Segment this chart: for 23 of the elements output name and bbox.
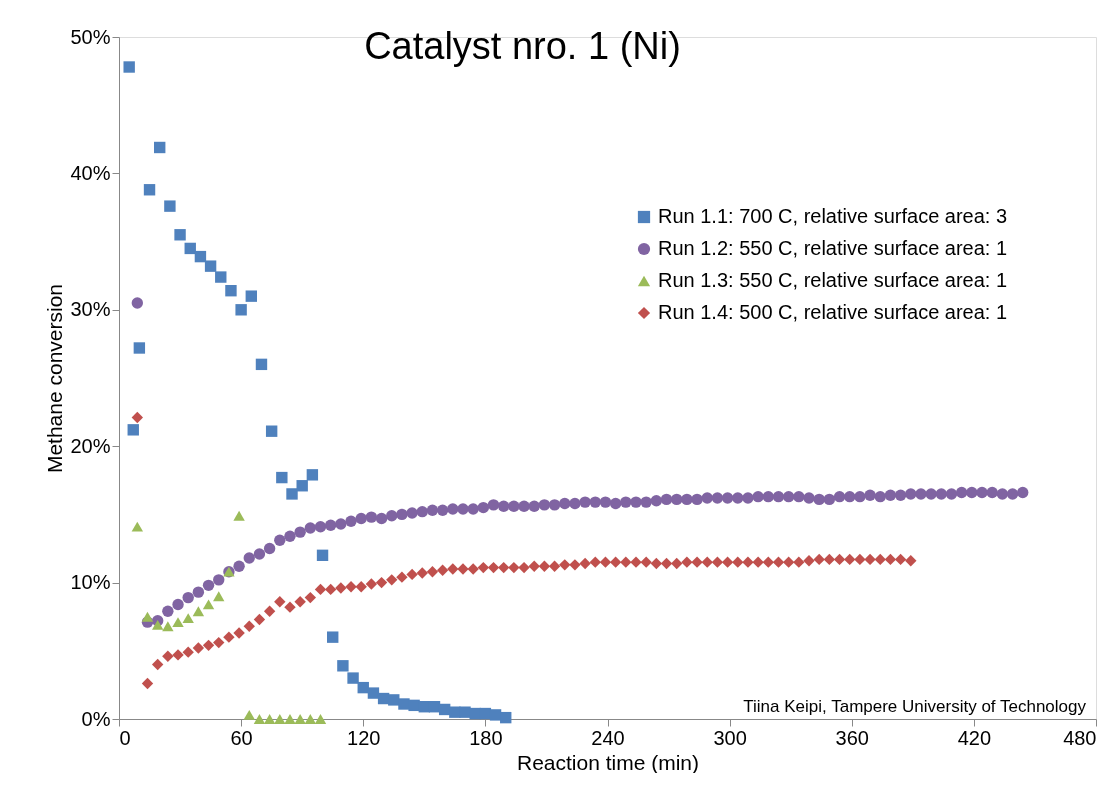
chart-title: Catalyst nro. 1 (Ni) xyxy=(364,25,681,67)
legend-label: Run 1.3: 550 C, relative surface area: 1 xyxy=(658,269,1008,291)
y-tick-label: 10% xyxy=(70,571,111,594)
x-tick-label: 60 xyxy=(230,726,253,749)
x-tick-label: 0 xyxy=(119,726,131,749)
x-tick-label: 420 xyxy=(957,726,992,749)
legend-label: Run 1.1: 700 C, relative surface area: 3 xyxy=(658,205,1008,227)
x-tick-label: 480 xyxy=(1063,726,1097,749)
x-tick-label: 120 xyxy=(347,726,381,749)
y-axis-title: Methane conversion xyxy=(43,283,67,474)
annotation: Tiina Keipi, Tampere University of Technology xyxy=(743,697,1087,716)
x-tick-label: 300 xyxy=(713,726,747,749)
legend-label: Run 1.4: 500 C, relative surface area: 1 xyxy=(658,301,1008,323)
y-tick-label: 40% xyxy=(70,161,111,184)
y-tick-label: 30% xyxy=(70,298,111,321)
legend-label: Run 1.2: 550 C, relative surface area: 1 xyxy=(658,237,1008,259)
x-axis-title: Reaction time (min) xyxy=(516,750,700,774)
x-tick-label: 240 xyxy=(591,726,625,749)
x-tick-label: 180 xyxy=(469,726,503,749)
y-tick-label: 50% xyxy=(70,25,111,48)
x-tick-label: 360 xyxy=(835,726,869,749)
y-tick-label: 20% xyxy=(70,434,111,457)
y-tick-label: 0% xyxy=(81,707,111,730)
